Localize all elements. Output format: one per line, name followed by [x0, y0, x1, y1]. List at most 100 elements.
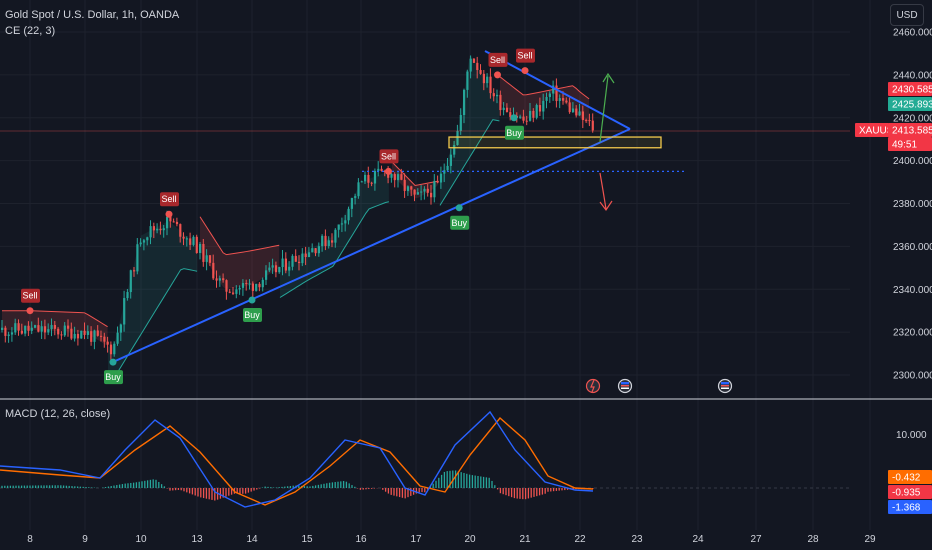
- candle-body: [532, 110, 535, 118]
- candle-body: [255, 283, 258, 291]
- candle-body: [179, 224, 182, 237]
- candle-body: [575, 108, 578, 116]
- candle-body: [324, 235, 327, 246]
- y-axis-tick-label: 2340.000: [893, 285, 932, 296]
- candle-body: [83, 330, 86, 335]
- candle-body: [472, 58, 476, 63]
- long-stop-line: [279, 201, 390, 298]
- candle-body: [502, 107, 505, 111]
- flag-stripe: [621, 382, 629, 385]
- grid: [0, 0, 932, 530]
- candle-body: [103, 336, 106, 342]
- symbol-label-bg: [855, 123, 889, 137]
- sell-badge: [21, 288, 40, 303]
- candle-body: [406, 186, 410, 191]
- candle-body: [347, 208, 350, 221]
- sell-dot: [385, 167, 392, 175]
- signal-label: Buy: [506, 128, 522, 138]
- candle-body: [90, 331, 93, 342]
- long-stop-fill: [108, 221, 198, 382]
- candle-body: [377, 168, 380, 171]
- macd-value-histogram: -0.432: [892, 473, 921, 484]
- buy-dot: [455, 204, 463, 212]
- candle-body: [568, 102, 571, 113]
- candle-body: [489, 76, 492, 94]
- candle-body: [133, 270, 136, 272]
- candle-body: [413, 189, 416, 195]
- candle-body: [20, 330, 23, 334]
- macd-line: [0, 410, 594, 508]
- candle-body: [248, 283, 251, 285]
- candle-body: [265, 270, 268, 280]
- candle-body: [175, 221, 179, 225]
- candle-body: [505, 107, 509, 113]
- sell-badge: [516, 48, 535, 63]
- sell-badge: [160, 192, 179, 207]
- candle-body: [202, 243, 205, 262]
- x-axis-tick-label: 15: [301, 534, 313, 545]
- candle-body: [337, 224, 340, 230]
- short-stop-line: [391, 161, 439, 186]
- candle-body: [317, 246, 320, 254]
- candle-body: [251, 283, 254, 291]
- event-flag-icon: [717, 378, 733, 394]
- x-axis-tick-label: 13: [191, 534, 203, 545]
- candle-body: [225, 280, 228, 292]
- countdown-label-bg: [888, 137, 932, 151]
- y-axis-tick-label: 2380.000: [893, 199, 932, 210]
- candle-body: [588, 120, 591, 122]
- candle-body: [486, 76, 489, 84]
- x-axis-tick-label: 23: [631, 534, 643, 545]
- candle-body: [80, 330, 83, 339]
- signal-label: Buy: [105, 372, 121, 382]
- buy-signal: Buy: [104, 358, 123, 385]
- buy-badge: [505, 125, 524, 140]
- candle-body: [291, 255, 294, 267]
- short-stop-line: [499, 76, 590, 100]
- candle-body: [113, 343, 116, 355]
- candle-body: [109, 344, 113, 355]
- candle-body: [307, 252, 311, 258]
- candle-body: [525, 120, 528, 122]
- candle-body: [344, 220, 347, 224]
- candle-body: [169, 216, 172, 222]
- candle-body: [334, 229, 337, 243]
- x-axis-tick-label: 28: [807, 534, 819, 545]
- long-stop-line: [439, 119, 500, 206]
- candle-body: [373, 170, 377, 184]
- buy-dot: [248, 296, 256, 304]
- candle-body: [73, 333, 76, 339]
- candle-body: [166, 216, 169, 229]
- candle-body: [149, 226, 152, 238]
- bullish-arrow-line: [599, 75, 609, 143]
- demand-zone-box: [448, 136, 662, 149]
- candle-body: [172, 221, 175, 223]
- candle-body: [215, 278, 218, 281]
- candle-body: [47, 329, 50, 333]
- y-axis-tick-label: 2460.000: [893, 28, 932, 39]
- candle-body: [152, 226, 155, 231]
- candle-body: [403, 179, 406, 191]
- candle-body: [581, 111, 584, 120]
- buy-signal: Buy: [243, 296, 262, 322]
- sell-dot: [26, 307, 34, 315]
- candle-body: [552, 85, 555, 94]
- x-axis-tick-label: 20: [464, 534, 476, 545]
- drawings-layer: [0, 50, 850, 363]
- macd-layer: [0, 410, 850, 508]
- candle-body: [301, 253, 304, 264]
- candle-body: [469, 58, 472, 72]
- buy-badge: [450, 215, 470, 230]
- price-label-upper: 2430.585: [892, 85, 932, 96]
- currency-button[interactable]: USD: [890, 4, 924, 26]
- candle-body: [195, 236, 198, 253]
- candle-body: [463, 89, 466, 116]
- candle-body: [538, 105, 542, 112]
- sell-signal: Sell: [516, 48, 535, 75]
- signal-label: Sell: [517, 51, 532, 61]
- candle-body: [235, 289, 238, 294]
- symbol-label: XAUUSD: [859, 126, 901, 137]
- x-axis-tick-label: 8: [27, 534, 33, 545]
- candle-body: [331, 240, 334, 243]
- bearish-arrow-line: [599, 172, 607, 210]
